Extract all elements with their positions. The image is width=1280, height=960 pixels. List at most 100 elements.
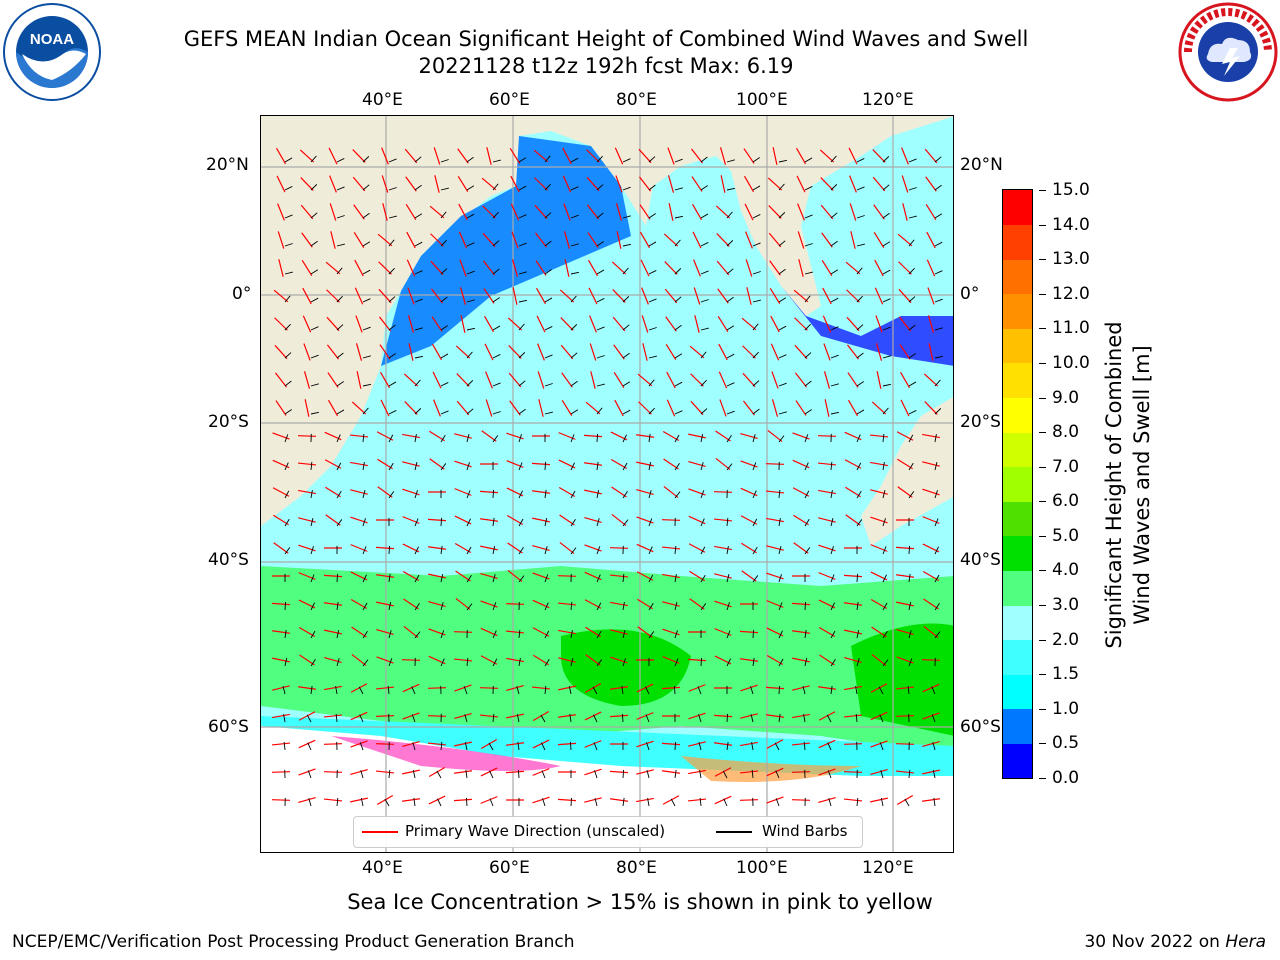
legend: Primary Wave Direction (unscaled) Wind B… [353,816,863,848]
wind-barb [518,518,524,527]
wind-barb [752,546,758,555]
wind-barb [674,296,682,303]
wind-barb [830,212,838,219]
wind-barb [648,241,657,247]
wind-barb [518,299,528,303]
wind-barb [622,324,630,331]
wave-arrow [298,796,316,804]
wind-barb [752,490,757,499]
wind-barb [440,602,444,611]
wind-barb [388,601,392,611]
wave-arrow [614,399,624,417]
wave-arrow [381,175,389,193]
wind-barb [440,517,443,527]
wind-barb [648,327,657,331]
wind-barb [622,769,625,779]
wind-barb [856,601,859,611]
wave-arrow [455,570,471,582]
wave-arrow [715,430,731,442]
wind-barb [856,158,865,163]
wave-arrow [352,176,366,192]
wind-barb [310,518,314,527]
wind-barb [594,798,598,807]
wind-barb [908,769,911,779]
wave-arrow [638,176,652,192]
wind-barb [882,433,885,443]
wind-barb [778,268,786,275]
wind-barb [622,296,630,303]
wind-barb [362,383,372,387]
wind-barb [880,797,884,807]
wind-barb [674,434,680,443]
wave-arrow [765,686,785,690]
wave-arrow [560,344,574,360]
wave-arrow [454,770,472,774]
wind-barb [596,383,605,387]
wave-arrow [766,714,784,718]
colorbar-tick-mark [1039,362,1046,364]
wind-barb [544,489,547,499]
wave-arrow [896,794,914,806]
wind-barb [856,409,865,415]
wind-barb [908,462,914,471]
wave-arrow [844,656,862,664]
wind-barb [466,327,476,331]
wave-arrow [667,147,675,165]
wind-barb [440,410,449,415]
wave-arrow [610,798,628,802]
wind-barb [362,659,369,667]
wind-barb [307,742,312,751]
wave-arrow [793,289,809,303]
wave-arrow [742,345,756,359]
wave-arrow [376,601,394,607]
wave-arrow [352,149,366,163]
wind-barb [931,686,936,695]
wave-arrow [820,204,834,220]
wind-barb [726,435,732,443]
wave-arrow [664,288,678,304]
wind-barb [412,742,416,751]
wave-arrow [843,714,863,718]
wave-arrow [532,796,550,804]
wave-arrow [636,712,654,720]
wind-barb [648,518,653,527]
wind-barb [384,798,390,807]
wind-barb [752,575,759,583]
wind-barb [440,382,449,387]
wind-barb [492,574,496,583]
wind-barb [830,297,839,303]
wave-arrow [272,630,290,634]
wave-arrow [453,658,473,662]
wave-arrow [714,767,732,777]
wind-barb [284,547,291,555]
wind-barb [544,630,550,639]
wave-arrow [740,741,758,747]
wind-barb [648,490,652,499]
wave-arrow [741,542,757,554]
wave-arrow [480,767,498,777]
wind-barb [622,658,626,667]
wave-arrow [794,317,808,331]
wind-barb [726,353,735,359]
wind-barb [466,156,474,163]
wave-arrow [818,489,836,495]
wind-barb [310,326,319,331]
colorbar-segment [1003,432,1032,468]
wave-arrow [454,433,472,439]
wind-barb [674,239,681,247]
wave-arrow [508,372,522,388]
wave-arrow [329,175,337,193]
wave-arrow [641,315,649,333]
wave-arrow [351,653,367,667]
wave-arrow [638,401,652,415]
wind-barb [674,463,680,471]
wave-arrow [323,798,343,802]
wave-arrow [768,232,782,248]
wind-barb [934,241,943,247]
wind-barb [436,770,442,779]
wave-arrow [480,738,498,750]
wind-barb [934,379,941,387]
wave-arrow [823,371,831,389]
wind-barb [359,742,364,751]
wind-barb [414,462,418,471]
